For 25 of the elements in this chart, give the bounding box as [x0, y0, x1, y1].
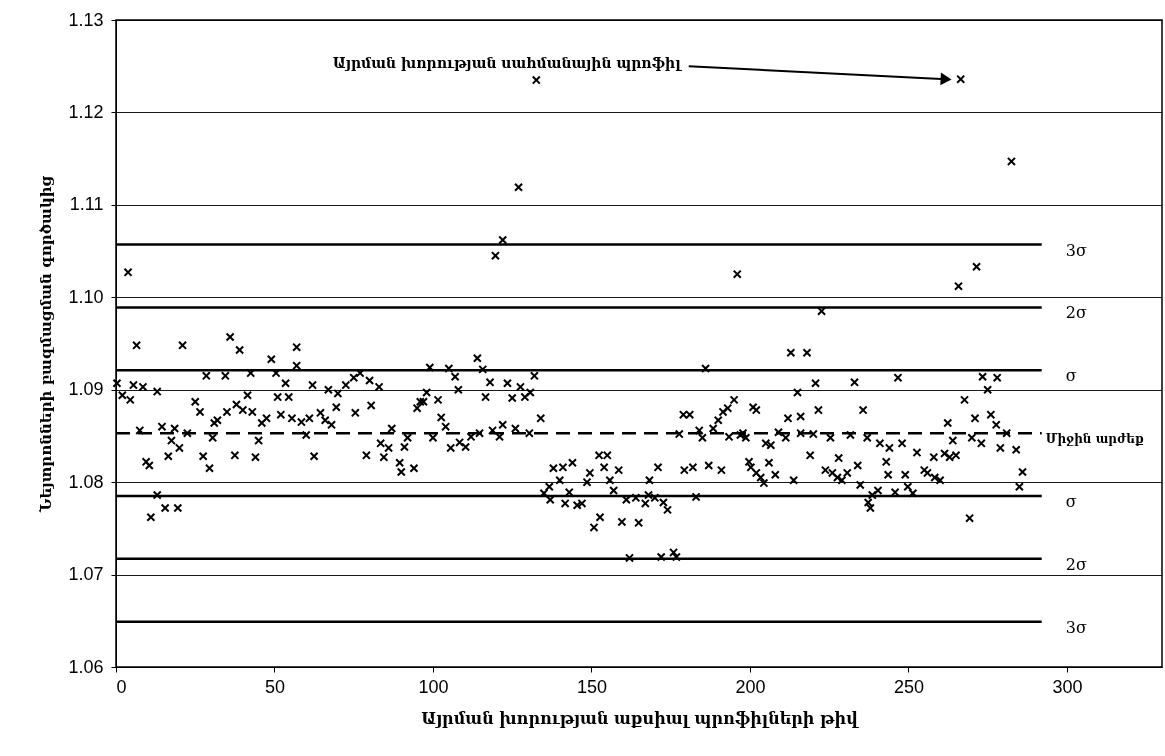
y-tick-label: 1.08 [68, 471, 104, 492]
y-tick-label: 1.09 [68, 379, 104, 400]
ref-line-label: 3σ [1065, 240, 1087, 260]
y-axis-title: Նեյտրոնների բազմացման գործակից [37, 175, 56, 514]
ref-line-label: σ [1065, 366, 1077, 386]
annotation: Այրման խորության սահմանային պրոֆիլ [332, 55, 683, 72]
ref-line-label: σ [1065, 492, 1077, 512]
y-tick-label: 1.11 [69, 194, 104, 215]
y-tick-label: 1.13 [68, 9, 104, 30]
y-tick-label: 1.06 [68, 656, 104, 677]
x-tick-label: 100 [418, 676, 449, 697]
y-tick-label: 1.10 [68, 286, 104, 307]
ref-line-label: 2σ [1065, 303, 1087, 323]
ref-line-label: 2σ [1065, 554, 1087, 574]
y-tick-label: 1.12 [68, 101, 104, 122]
x-tick-label: 200 [735, 676, 766, 697]
x-axis-title: Այրման խորության աքսիալ պրոֆիլների թիվ [421, 708, 860, 728]
x-tick-label: 250 [893, 676, 924, 697]
ref-line-label: Միջին արժեք [1045, 432, 1144, 447]
ref-line-label: 3σ [1065, 617, 1087, 637]
y-tick-label: 1.07 [68, 564, 104, 585]
x-tick-label: 150 [576, 676, 607, 697]
x-tick-label: 50 [264, 676, 285, 697]
x-tick-label: 0 [116, 676, 127, 697]
x-tick-label: 300 [1052, 676, 1083, 697]
